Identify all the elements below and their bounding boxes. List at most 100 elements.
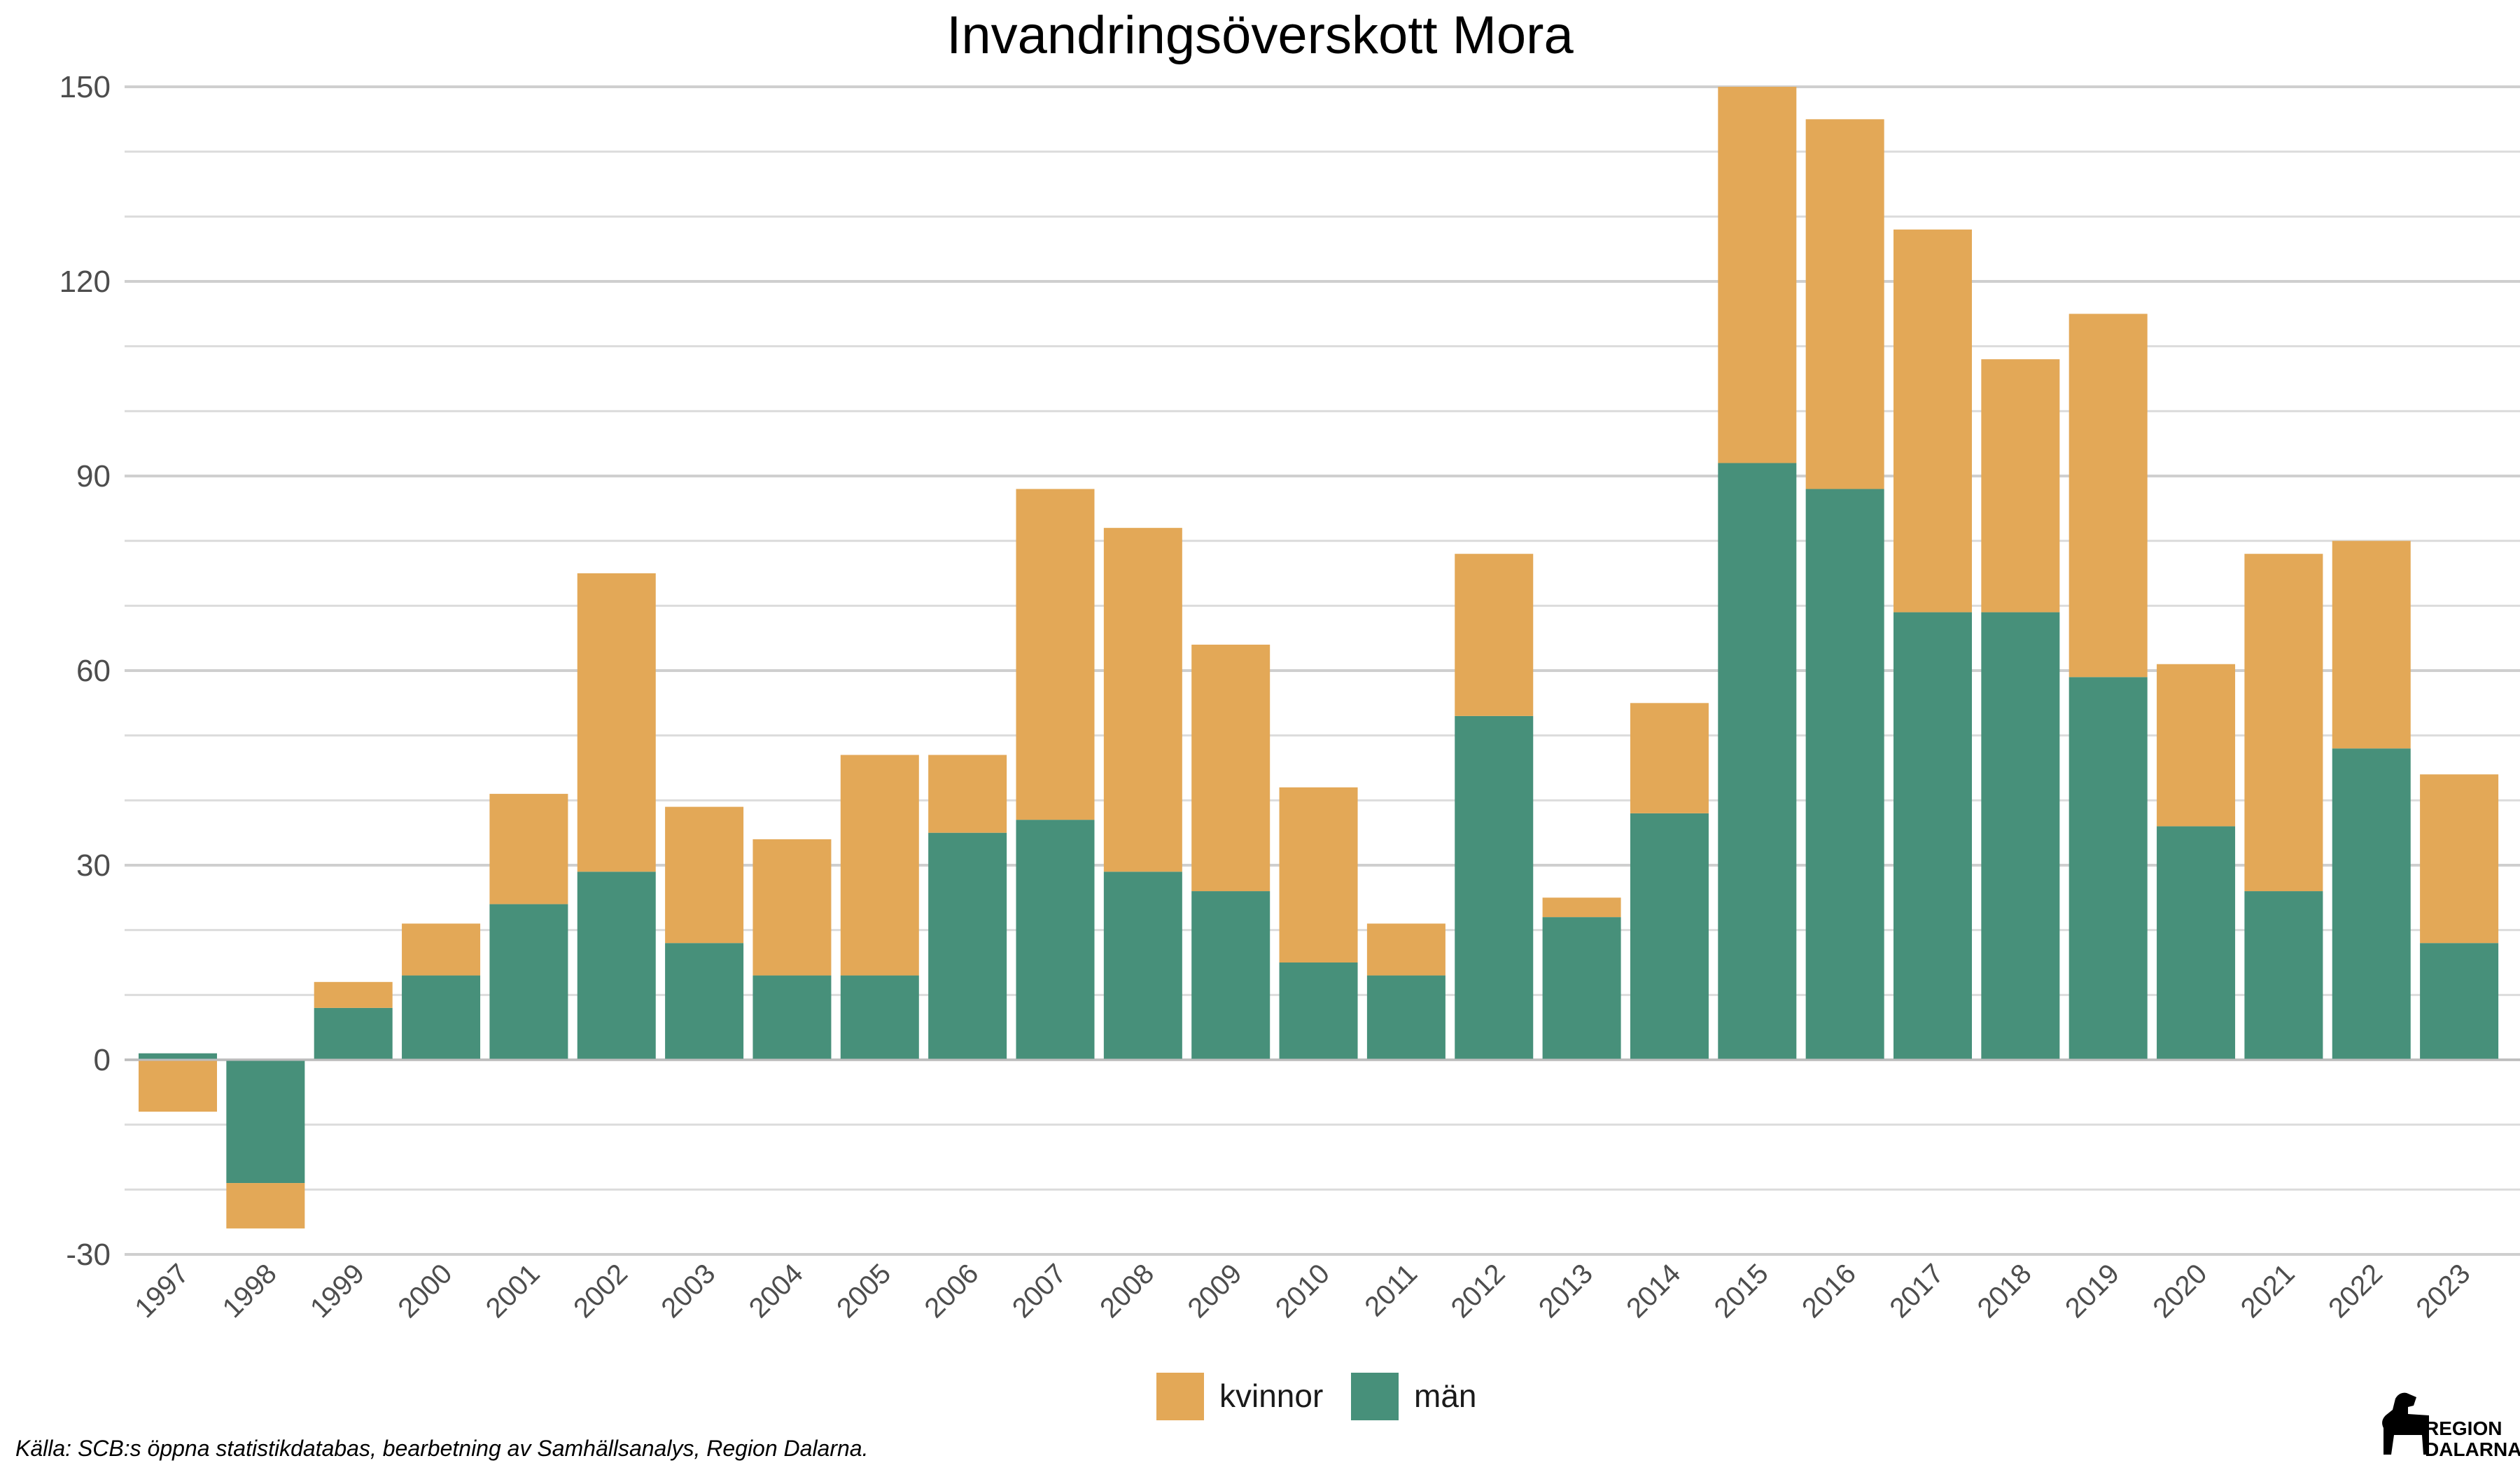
bar-kvinnor-2009: [1191, 644, 1270, 892]
bar-män-2009: [1191, 891, 1270, 1060]
x-tick-label: 2012: [1446, 1258, 1511, 1324]
x-tick-label: 2020: [2147, 1258, 2213, 1324]
bar-män-2001: [489, 904, 568, 1060]
x-tick-label: 2009: [1182, 1258, 1248, 1324]
logo-line1: REGION: [2425, 1418, 2502, 1439]
bar-kvinnor-1999: [314, 981, 393, 1008]
bar-kvinnor-2018: [1981, 359, 2060, 612]
bar-kvinnor-2004: [752, 839, 832, 976]
bar-män-2012: [1455, 715, 1534, 1060]
x-tick-label: 1999: [304, 1258, 370, 1324]
bar-kvinnor-2023: [2420, 774, 2499, 944]
bar-män-2023: [2420, 943, 2499, 1060]
bar-kvinnor-2022: [2332, 540, 2411, 749]
bar-kvinnor-2015: [1718, 87, 1797, 463]
bar-män-2020: [2157, 826, 2236, 1060]
x-tick-label: 2004: [743, 1258, 809, 1324]
x-tick-label: 2000: [392, 1258, 458, 1324]
logo-line2: DALARNA: [2425, 1438, 2520, 1460]
y-tick-label: 60: [76, 654, 111, 688]
bar-kvinnor-2013: [1542, 897, 1621, 918]
x-tick-label: 1997: [129, 1258, 195, 1324]
bar-kvinnor-2014: [1630, 703, 1709, 813]
x-tick-label: 2007: [1007, 1258, 1072, 1324]
region-dalarna-logo: REGION DALARNA: [2382, 1392, 2520, 1460]
x-tick-label: 2023: [2410, 1258, 2476, 1324]
x-tick-label: 2010: [1270, 1258, 1336, 1324]
x-tick-label: 2021: [2235, 1258, 2301, 1324]
bar-män-2005: [840, 975, 919, 1060]
y-tick-label: 150: [59, 70, 111, 104]
legend-swatch-män: [1351, 1373, 1399, 1420]
y-tick-label: 0: [94, 1043, 111, 1077]
bar-kvinnor-2005: [840, 755, 919, 976]
bar-kvinnor-2007: [1016, 489, 1095, 820]
y-tick-label: -30: [66, 1238, 111, 1272]
x-tick-label: 2001: [480, 1258, 546, 1324]
bar-kvinnor-2000: [402, 923, 481, 976]
bar-kvinnor-1998: [226, 1183, 305, 1228]
x-tick-label: 2016: [1796, 1258, 1862, 1324]
bar-män-1998: [226, 1060, 305, 1184]
x-tick-label: 2002: [568, 1258, 634, 1324]
x-tick-label: 2003: [655, 1258, 721, 1324]
x-tick-label: 2006: [918, 1258, 984, 1324]
bar-kvinnor-2021: [2244, 554, 2323, 892]
bar-män-2021: [2244, 891, 2323, 1060]
y-axis-ticks: -30 0 30 60 90 120 150: [59, 70, 111, 1272]
x-tick-label: 1998: [217, 1258, 283, 1324]
bar-män-2004: [752, 975, 832, 1060]
y-tick-label: 120: [59, 265, 111, 299]
x-tick-label: 2015: [1709, 1258, 1774, 1324]
legend: kvinnor män: [1156, 1373, 1476, 1420]
y-tick-label: 30: [76, 848, 111, 883]
bar-kvinnor-2008: [1103, 528, 1182, 872]
x-tick-label: 2011: [1359, 1258, 1423, 1322]
bar-män-2019: [2068, 677, 2148, 1060]
x-tick-label: 2013: [1533, 1258, 1599, 1324]
legend-label-män: män: [1414, 1378, 1476, 1414]
bar-män-2002: [577, 872, 656, 1060]
dala-horse-icon: [2382, 1392, 2429, 1455]
bar-män-2013: [1542, 917, 1621, 1060]
bar-kvinnor-2019: [2068, 314, 2148, 678]
x-tick-label: 2022: [2323, 1258, 2388, 1324]
x-axis-ticks: 1997 1998 1999 2000 2001 2002 2003 2004 2005 2006…: [129, 1258, 2476, 1324]
bar-kvinnor-2001: [489, 794, 568, 904]
bar-män-2018: [1981, 612, 2060, 1060]
bar-kvinnor-2012: [1455, 554, 1534, 716]
bar-kvinnor-1997: [139, 1060, 217, 1112]
bar-män-2007: [1016, 820, 1095, 1060]
bar-kvinnor-2017: [1893, 229, 1972, 612]
bar-män-2011: [1366, 975, 1446, 1060]
bar-kvinnor-2016: [1805, 119, 1884, 489]
x-tick-label: 2019: [2059, 1258, 2125, 1324]
x-tick-label: 2018: [1972, 1258, 2038, 1324]
x-tick-label: 2017: [1884, 1258, 1949, 1324]
bar-män-1997: [139, 1053, 217, 1060]
bar-män-2006: [928, 832, 1007, 1060]
legend-swatch-kvinnor: [1156, 1373, 1204, 1420]
x-tick-label: 2008: [1094, 1258, 1160, 1324]
bar-män-2016: [1805, 489, 1884, 1060]
x-tick-label: 2014: [1620, 1258, 1686, 1324]
bar-män-2015: [1718, 463, 1797, 1060]
bar-män-2022: [2332, 748, 2411, 1060]
bar-kvinnor-2020: [2157, 664, 2236, 827]
bar-kvinnor-2003: [665, 806, 744, 944]
bar-män-2000: [402, 975, 481, 1060]
x-tick-label: 2005: [831, 1258, 897, 1324]
bar-kvinnor-2010: [1279, 787, 1358, 962]
bars: [139, 87, 2499, 1228]
bar-män-1999: [314, 1007, 393, 1060]
bar-män-2008: [1103, 872, 1182, 1060]
bar-kvinnor-2006: [928, 755, 1007, 833]
bar-män-2017: [1893, 612, 1972, 1060]
bar-kvinnor-2011: [1366, 923, 1446, 976]
bar-kvinnor-2002: [577, 573, 656, 872]
bar-män-2010: [1279, 962, 1358, 1060]
bar-män-2003: [665, 943, 744, 1060]
bar-män-2014: [1630, 813, 1709, 1060]
y-tick-label: 90: [76, 459, 111, 493]
